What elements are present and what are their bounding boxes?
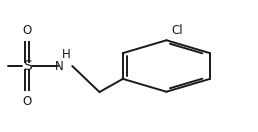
Text: O: O <box>22 24 32 37</box>
Text: S: S <box>23 59 31 73</box>
Text: N: N <box>55 60 64 72</box>
Text: O: O <box>22 95 32 108</box>
Text: Cl: Cl <box>171 24 183 37</box>
Text: H: H <box>61 48 70 61</box>
